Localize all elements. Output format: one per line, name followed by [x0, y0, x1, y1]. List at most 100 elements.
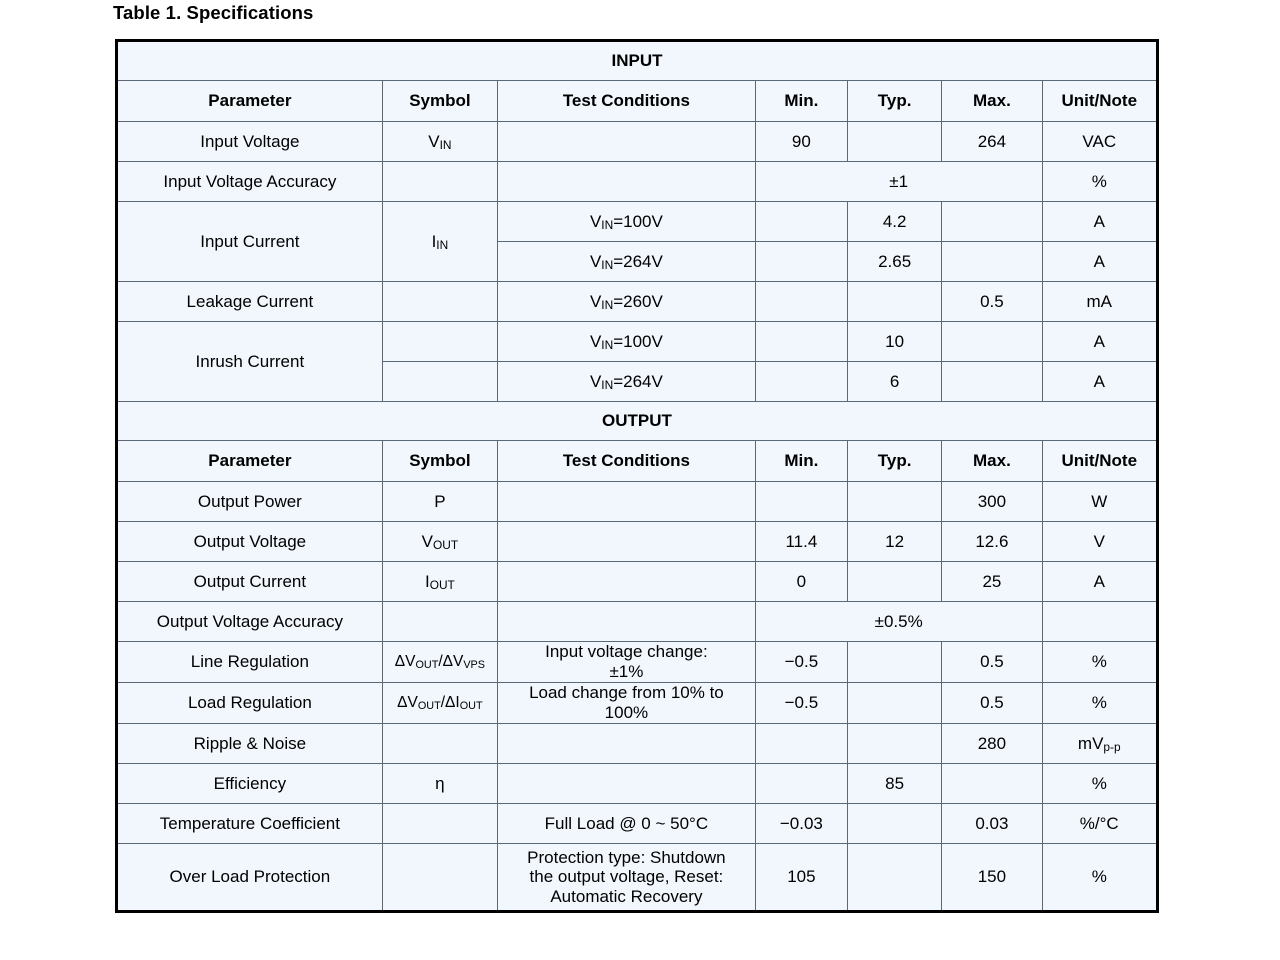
cell-symbol [381, 161, 499, 202]
test-prefix: V [589, 371, 602, 391]
cell-typ [847, 561, 943, 602]
cell-min [754, 763, 849, 804]
cell-test-conditions: VIN=264V [497, 361, 756, 402]
cell-max [941, 361, 1043, 402]
cell-parameter: Load Regulation [116, 682, 383, 724]
cell-typ [847, 723, 943, 764]
cell-parameter: Efficiency [116, 763, 383, 804]
cell-symbol: ΔVOUT/ΔIOUT [381, 682, 499, 724]
cell-test-conditions [497, 561, 756, 602]
cell-test-conditions: VIN=260V [497, 281, 756, 322]
cell-min: 11.4 [754, 521, 849, 562]
table-row: Input Current IIN VIN=100V 4.2 A [116, 201, 1159, 282]
cell-typ [847, 281, 943, 322]
cell-merged-value: ±0.5% [754, 601, 1043, 642]
cell-symbol: ΔVOUT/ΔVVPS [381, 641, 499, 683]
cell-unit: A [1041, 361, 1159, 402]
symbol-delta-2: /ΔI [440, 694, 460, 712]
test-line-3: Automatic Recovery [550, 886, 703, 906]
column-header-symbol: Symbol [381, 440, 499, 482]
symbol-subscript: OUT [429, 578, 455, 593]
cell-test-conditions: Full Load @ 0 ~ 50°C [497, 803, 756, 844]
cell-test-conditions [497, 481, 756, 522]
cell-unit: % [1041, 682, 1159, 724]
cell-min [754, 281, 849, 322]
test-subscript: IN [601, 218, 614, 233]
cell-min [754, 481, 849, 522]
cell-test-conditions: VIN=264V [497, 241, 756, 282]
test-subscript: IN [601, 298, 614, 313]
cell-parameter: Output Power [116, 481, 383, 522]
cell-typ: 12 [847, 521, 943, 562]
specifications-table: INPUT Parameter Symbol Test Conditions M… [115, 39, 1159, 913]
cell-parameter: Output Voltage [116, 521, 383, 562]
symbol-delta-2: /ΔV [438, 653, 464, 671]
symbol-base: V [421, 531, 433, 551]
cell-parameter: Ripple & Noise [116, 723, 383, 764]
test-line-2: 100% [604, 703, 649, 722]
symbol-delta-1: ΔV [394, 653, 416, 671]
cell-max: 264 [941, 121, 1043, 162]
symbol-subscript: IN [439, 138, 452, 153]
cell-min: 105 [754, 843, 849, 912]
table-row: Input Voltage Accuracy ±1 % [116, 161, 1159, 202]
cell-test-conditions: Input voltage change: ±1% [497, 641, 756, 683]
column-header-min: Min. [754, 80, 849, 122]
test-line-2: the output voltage, Reset: [529, 867, 724, 887]
cell-parameter: Inrush Current [116, 321, 383, 402]
cell-min [754, 201, 849, 242]
cell-min: −0.5 [754, 682, 849, 724]
symbol-subscript: OUT [433, 538, 459, 553]
cell-parameter: Temperature Coefficient [116, 803, 383, 844]
test-subscript: IN [601, 338, 614, 353]
cell-max [941, 201, 1043, 242]
table-row: Over Load Protection Protection type: Sh… [116, 843, 1159, 912]
column-header-unit: Unit/Note [1041, 440, 1159, 482]
cell-unit: A [1041, 321, 1159, 362]
table-row: Temperature Coefficient Full Load @ 0 ~ … [116, 803, 1159, 844]
cell-min: −0.03 [754, 803, 849, 844]
test-prefix: V [589, 251, 602, 271]
table-row: Ripple & Noise 280 mVp-p [116, 723, 1159, 764]
cell-typ [847, 481, 943, 522]
symbol-delta-1: ΔV [397, 694, 418, 712]
column-header-symbol: Symbol [381, 80, 499, 122]
cell-typ: 85 [847, 763, 943, 804]
cell-test-conditions [497, 723, 756, 764]
cell-parameter: Input Voltage [116, 121, 383, 162]
cell-max: 300 [941, 481, 1043, 522]
column-header-typ: Typ. [847, 440, 943, 482]
cell-max: 0.5 [941, 281, 1043, 322]
table-row: VIN=264V 2.65 A [117, 241, 1159, 282]
cell-typ: 2.65 [847, 241, 943, 282]
column-header-parameter: Parameter [116, 80, 383, 122]
cell-max [941, 241, 1043, 282]
cell-test-conditions [497, 601, 756, 642]
table-row: Inrush Current VIN=100V 10 A [116, 321, 1159, 402]
table-row: Output Current IOUT 0 25 A [116, 561, 1159, 602]
cell-unit: A [1041, 201, 1159, 242]
cell-max: 150 [941, 843, 1043, 912]
cell-symbol: IOUT [381, 561, 499, 602]
cell-min [754, 241, 849, 282]
test-subscript: IN [601, 258, 614, 273]
cell-symbol [381, 281, 499, 322]
cell-unit: mVp-p [1041, 723, 1159, 764]
cell-parameter: Input Voltage Accuracy [116, 161, 383, 202]
cell-symbol [381, 723, 499, 764]
cell-typ [847, 121, 943, 162]
symbol-subscript-2: VPS [463, 659, 486, 672]
symbol-subscript-1: OUT [417, 700, 441, 713]
cell-max: 0.5 [941, 682, 1043, 724]
cell-unit: A [1041, 241, 1159, 282]
cell-parameter: Leakage Current [116, 281, 383, 322]
section-banner-row-output: OUTPUT [116, 401, 1158, 441]
symbol-subscript-2: OUT [459, 700, 483, 713]
section-banner-row-input: INPUT [116, 40, 1158, 81]
unit-base: mV [1077, 733, 1104, 753]
symbol-base: I [431, 231, 437, 251]
table-row: Leakage Current VIN=260V 0.5 mA [116, 281, 1159, 322]
table-row: Output Voltage VOUT 11.4 12 12.6 V [116, 521, 1159, 562]
cell-min: 0 [754, 561, 849, 602]
